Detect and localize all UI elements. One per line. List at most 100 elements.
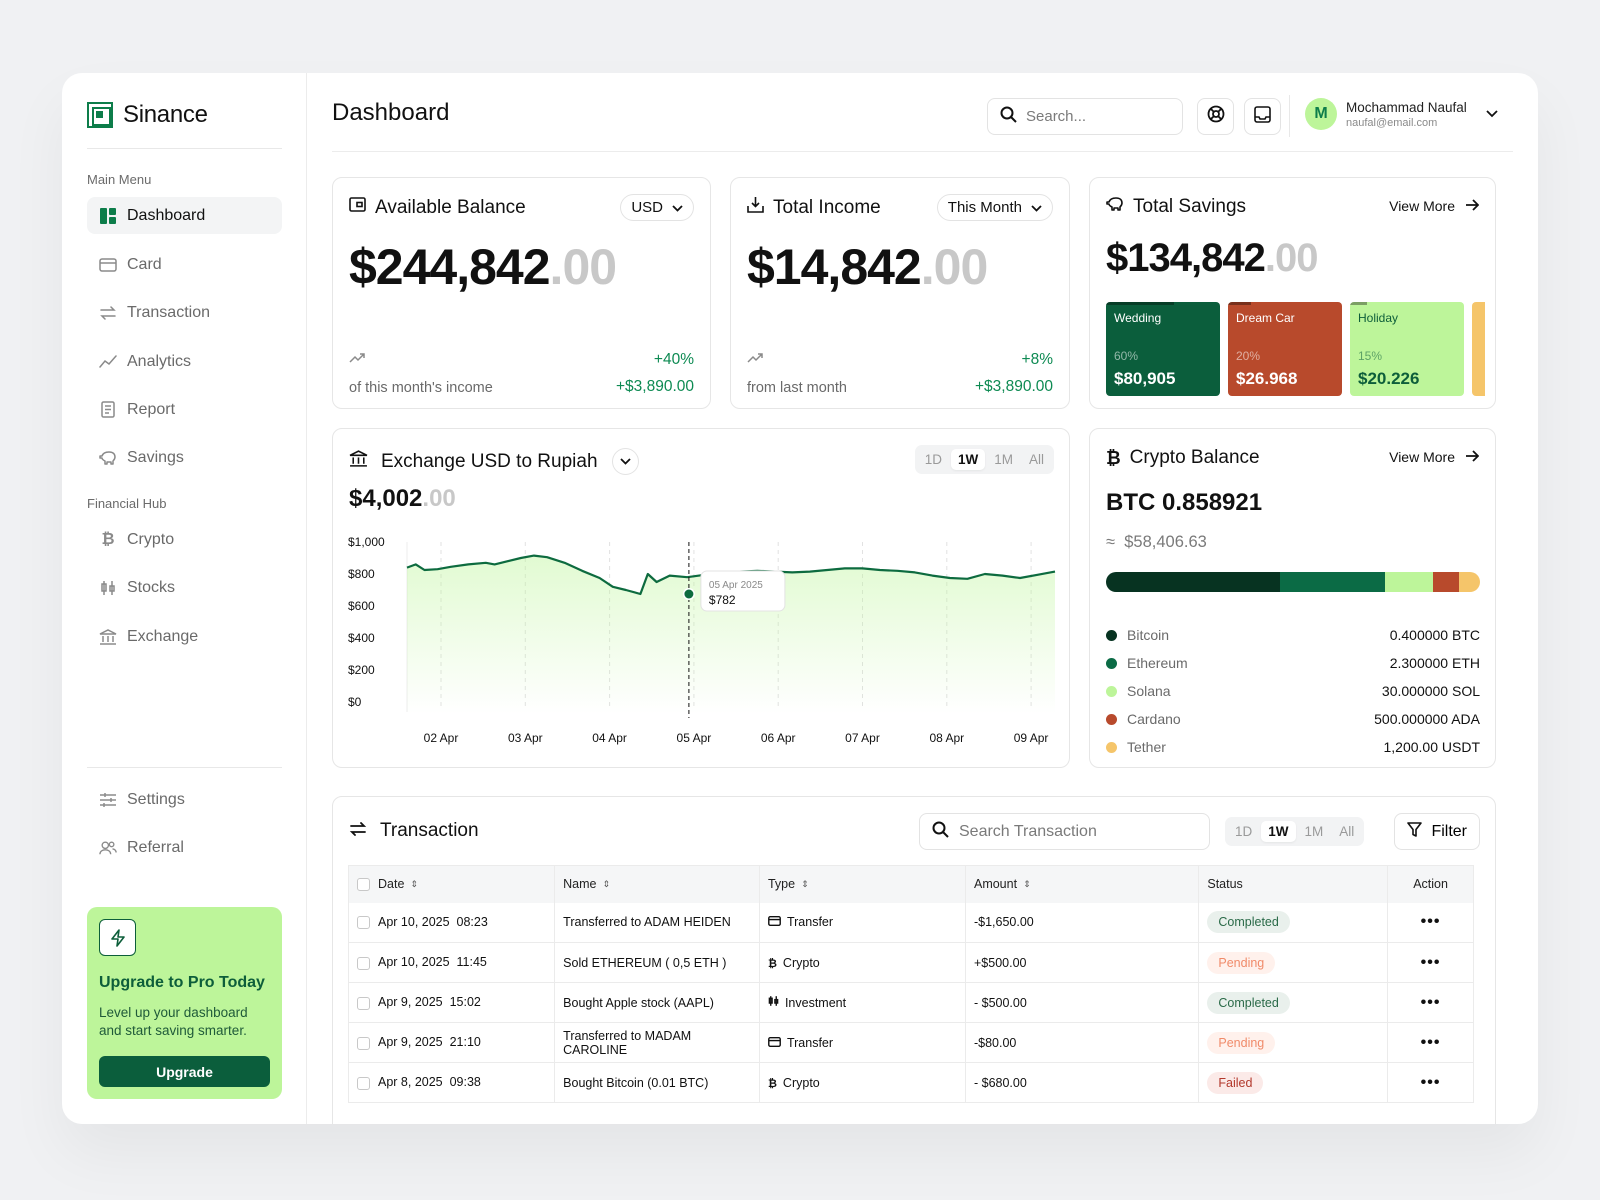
savings-goal-tile[interactable]: Dream Car 20% $26.968 — [1228, 302, 1342, 396]
upgrade-button[interactable]: Upgrade — [99, 1056, 270, 1087]
range-tab-1w[interactable]: 1W — [950, 449, 986, 470]
range-tab-all[interactable]: All — [1339, 824, 1355, 839]
sidebar-item-label: Analytics — [127, 352, 192, 370]
bitcoin-icon: ₿ — [1106, 447, 1121, 468]
cell-status: Pending — [1198, 942, 1389, 983]
type-wrap: Transfer — [768, 915, 957, 929]
financial-hub-title: Financial Hub — [87, 496, 167, 511]
row-actions-button[interactable]: ••• — [1387, 902, 1474, 943]
search-box[interactable] — [987, 98, 1183, 135]
sidebar-item-referral[interactable]: Referral — [87, 829, 282, 866]
main-content: Dashboard M Mochammad Naufal naufal@emai… — [307, 73, 1538, 1124]
trend-up-icon — [349, 350, 366, 368]
sort-icon: ⇕ — [410, 879, 418, 890]
total-savings-card: Total Savings View More $134,842.00 Wedd… — [1089, 177, 1496, 409]
sidebar-item-transaction[interactable]: Transaction — [87, 294, 282, 331]
avatar: M — [1305, 98, 1337, 130]
column-header-amount[interactable]: Amount ⇕ — [964, 865, 1200, 903]
sidebar-item-crypto[interactable]: ₿ Crypto — [87, 521, 282, 558]
users-icon — [99, 839, 117, 857]
sidebar-item-dashboard[interactable]: Dashboard — [87, 197, 282, 234]
column-header-date[interactable]: Date ⇕ — [347, 865, 556, 903]
arrow-right-icon — [1465, 449, 1480, 465]
arrow-right-icon — [1465, 198, 1480, 214]
range-tab-all[interactable]: All — [1028, 452, 1044, 467]
chevron-down-icon — [619, 458, 631, 465]
view-more-label: View More — [1389, 198, 1455, 214]
y-tick-label: $200 — [348, 663, 375, 677]
row-checkbox[interactable] — [357, 956, 370, 970]
transfer-icon — [99, 304, 117, 322]
search-input[interactable] — [1026, 108, 1166, 125]
row-checkbox[interactable] — [357, 1036, 370, 1050]
sidebar-item-settings[interactable]: Settings — [87, 781, 282, 818]
range-tab-1d[interactable]: 1D — [1235, 824, 1253, 839]
range-tab-1m[interactable]: 1M — [994, 452, 1013, 467]
currency-select[interactable]: USD — [620, 194, 694, 221]
row-checkbox[interactable] — [357, 916, 370, 930]
row-actions-button[interactable]: ••• — [1387, 942, 1474, 983]
sidebar-item-analytics[interactable]: Analytics — [87, 343, 282, 380]
cell-type: ₿ Crypto — [758, 1062, 966, 1103]
crypto-asset-row[interactable]: Tether 1,200.00 USDT — [1106, 739, 1480, 755]
inbox-button[interactable] — [1244, 98, 1281, 135]
filter-button[interactable]: Filter — [1394, 813, 1480, 850]
sidebar-item-savings[interactable]: Savings — [87, 439, 282, 476]
table-row[interactable]: Apr 9, 2025 15:02 Bought Apple stock (AAP… — [347, 982, 1474, 1023]
crypto-asset-row[interactable]: Bitcoin 0.400000 BTC — [1106, 627, 1480, 643]
crypto-asset-row[interactable]: Cardano 500.000000 ADA — [1106, 711, 1480, 727]
savings-goal-tile[interactable] — [1472, 302, 1485, 396]
piggy-bank-icon — [99, 449, 117, 467]
period-select[interactable]: This Month — [936, 194, 1053, 221]
sidebar-item-exchange[interactable]: Exchange — [87, 618, 282, 655]
savings-view-more-link[interactable]: View More — [1389, 198, 1480, 214]
exchange-pair-dropdown[interactable] — [611, 448, 639, 475]
cell-name: Transferred to ADAM HEIDEN — [554, 902, 760, 943]
sidebar-item-report[interactable]: Report — [87, 391, 282, 428]
table-row[interactable]: Apr 10, 2025 08:23 Transferred to ADAM HE… — [347, 902, 1474, 943]
table-row[interactable]: Apr 10, 2025 11:45 Sold ETHEREUM ( 0,5 ET… — [347, 942, 1474, 983]
transaction-search-box[interactable] — [919, 813, 1210, 850]
sort-icon: ⇕ — [602, 879, 611, 890]
balance-change-amount: +$3,890.00 — [615, 378, 694, 395]
table-row[interactable]: Apr 9, 2025 21:10 Transferred to MADAM CA… — [347, 1022, 1474, 1063]
sidebar-item-card[interactable]: Card — [87, 246, 282, 283]
asset-name: Ethereum — [1127, 655, 1188, 671]
range-tab-1d[interactable]: 1D — [924, 452, 942, 467]
logo[interactable]: Sinance — [87, 101, 208, 129]
user-info: Mochammad Naufal naufal@email.com — [1346, 100, 1467, 129]
row-actions-button[interactable]: ••• — [1387, 1022, 1474, 1063]
app-window: Sinance Main Menu Dashboard Card Transac… — [62, 73, 1538, 1124]
cell-name: Transferred to MADAM CAROLINE — [554, 1022, 760, 1063]
row-checkbox[interactable] — [357, 996, 370, 1010]
sidebar: Sinance Main Menu Dashboard Card Transac… — [62, 73, 307, 1124]
crypto-asset-row[interactable]: Ethereum 2.300000 ETH — [1106, 655, 1480, 671]
crypto-asset-row[interactable]: Solana 30.000000 SOL — [1106, 683, 1480, 699]
amount-decimals: .00 — [549, 239, 618, 295]
card-title-text: Exchange USD to Rupiah — [381, 450, 598, 472]
select-all-checkbox[interactable] — [357, 878, 370, 892]
crypto-view-more-link[interactable]: View More — [1389, 449, 1480, 465]
upgrade-description: Level up your dashboard and start saving… — [99, 1005, 248, 1038]
savings-goal-tile[interactable]: Holiday 15% $20.226 — [1350, 302, 1464, 396]
status-badge: Completed — [1207, 911, 1290, 934]
column-header-type[interactable]: Type ⇕ — [758, 865, 966, 903]
row-checkbox[interactable] — [357, 1076, 370, 1090]
chevron-down-icon — [672, 199, 683, 216]
range-tab-1m[interactable]: 1M — [1304, 824, 1324, 839]
transaction-search-input[interactable] — [959, 822, 1189, 841]
sidebar-item-stocks[interactable]: Stocks — [87, 569, 282, 606]
row-actions-button[interactable]: ••• — [1387, 1062, 1474, 1103]
column-header-name[interactable]: Name ⇕ — [554, 865, 760, 903]
support-button[interactable] — [1197, 98, 1234, 135]
savings-goal-tile[interactable]: Wedding 60% $80,905 — [1106, 302, 1220, 396]
column-header-action: Action — [1387, 865, 1474, 903]
sidebar-item-label: Transaction — [127, 303, 210, 321]
row-actions-button[interactable]: ••• — [1387, 982, 1474, 1023]
report-icon — [99, 401, 117, 419]
allocation-segment — [1106, 572, 1280, 592]
user-menu[interactable]: M Mochammad Naufal naufal@email.com — [1305, 98, 1498, 130]
date-text: Apr 10, 2025 08:23 — [378, 915, 488, 930]
range-tab-1w[interactable]: 1W — [1261, 821, 1296, 842]
table-row[interactable]: Apr 8, 2025 09:38 Bought Bitcoin (0.01 BT… — [347, 1062, 1474, 1103]
